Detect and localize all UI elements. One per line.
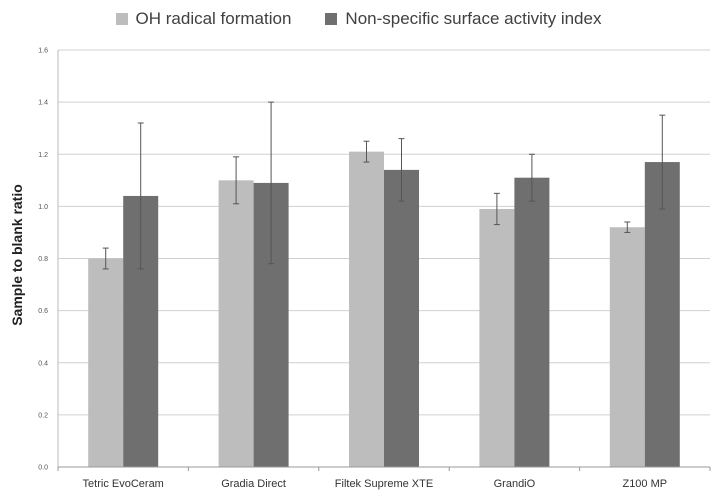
y-tick-label: 0.6	[38, 308, 48, 315]
legend-label-oh-radical: OH radical formation	[135, 9, 292, 28]
bar-oh-radical	[479, 208, 515, 467]
legend-item-oh-radical: OH radical formation	[115, 9, 292, 29]
bar-oh-radical	[609, 227, 645, 467]
y-tick-label: 1.6	[38, 48, 48, 55]
legend-item-surface-activity: Non-specific surface activity index	[325, 9, 601, 29]
y-tick-label: 1.0	[38, 204, 48, 211]
x-tick-label: Filtek Supreme XTE	[335, 478, 433, 490]
y-axis-label: Sample to blank ratio	[9, 184, 25, 326]
axes: 0.0 0.2 0.4 0.6 0.8 1.0 1.2 1.4 1.6 Tetric EvoCer…	[38, 48, 711, 490]
x-tick-label: GrandiO	[494, 478, 536, 490]
y-tick-label: 1.2	[38, 152, 48, 159]
bar-oh-radical	[218, 180, 254, 467]
x-tick-label: Z100 MP	[622, 478, 667, 490]
y-tick-label: 0.2	[38, 412, 48, 419]
y-tick-label: 0.8	[38, 256, 48, 263]
y-tick-label: 0.4	[38, 360, 48, 367]
y-tick-label: 0.0	[38, 465, 48, 472]
bar-oh-radical	[349, 151, 384, 468]
legend-label-surface-activity: Non-specific surface activity index	[345, 9, 602, 28]
error-bars	[102, 101, 666, 270]
legend-swatch-surface-activity	[325, 13, 338, 25]
chart-legend: OH radical formation Non-specific surfac…	[0, 9, 717, 29]
y-tick-label: 1.4	[38, 100, 48, 107]
x-tick-label: Gradia Direct	[221, 478, 286, 490]
bar-surface-activity	[384, 169, 419, 467]
x-tick-label: Tetric EvoCeram	[83, 478, 164, 490]
legend-swatch-oh-radical	[115, 13, 128, 25]
bar-surface-activity	[514, 177, 550, 468]
bar-oh-radical	[88, 258, 124, 467]
bar-surface-activity	[644, 162, 680, 467]
bars	[88, 151, 680, 468]
